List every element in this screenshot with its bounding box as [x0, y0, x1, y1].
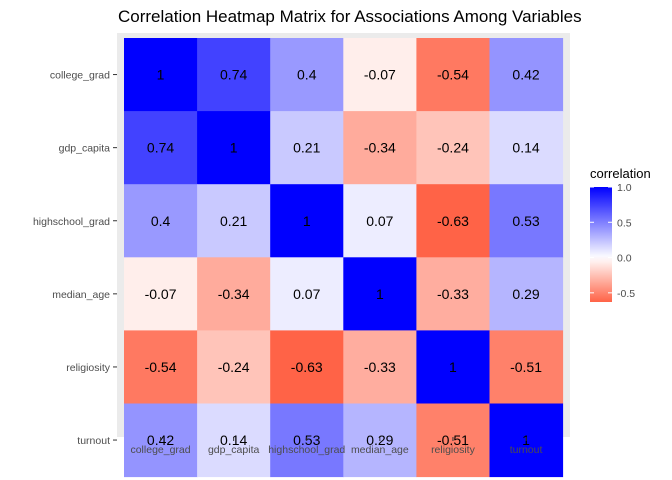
y-tick-label: median_age — [52, 289, 110, 301]
heatmap-cell-highschool_grad-median_age — [343, 184, 417, 258]
cell-value-label: 1 — [449, 359, 457, 375]
cell-value-label: 0.4 — [297, 67, 317, 83]
cell-value-label: 0.21 — [293, 140, 320, 156]
cell-value-label: 0.4 — [151, 213, 171, 229]
y-tick-label: turnout — [77, 435, 110, 447]
x-tick-label: turnout — [510, 444, 543, 456]
cell-value-label: 0.74 — [220, 67, 247, 83]
cell-value-label: -0.34 — [364, 140, 396, 156]
x-tick-label: gdp_capita — [208, 444, 260, 456]
cell-value-label: -0.63 — [291, 359, 323, 375]
x-tick-label: college_grad — [130, 444, 190, 456]
cell-value-label: -0.51 — [510, 359, 542, 375]
heatmap-cell-gdp_capita-median_age — [343, 111, 417, 185]
cell-value-label: 0.21 — [220, 213, 247, 229]
heatmap-cell-gdp_capita-highschool_grad — [270, 111, 344, 185]
legend-title: correlation — [590, 166, 651, 181]
heatmap-cell-highschool_grad-turnout — [489, 184, 564, 258]
cell-value-label: 0.07 — [293, 286, 320, 302]
legend-color-bar — [590, 187, 612, 302]
cell-value-label: 0.42 — [512, 67, 539, 83]
y-tick-label: gdp_capita — [59, 143, 111, 155]
heatmap-cell-religiosity-turnout — [489, 330, 564, 404]
heatmap-cell-labels: 1 0.74 0.4 -0.07 -0.54 0.42 0.74 1 0.21 -0.34 -0.2… — [145, 67, 543, 448]
heatmap-cell-median_age-highschool_grad — [270, 257, 344, 331]
heatmap-cell-religiosity-highschool_grad — [270, 330, 344, 404]
heatmap-cell-college_grad-religiosity — [416, 38, 490, 112]
cell-value-label: 0.29 — [512, 286, 539, 302]
heatmap-cell-highschool_grad-religiosity — [416, 184, 490, 258]
heatmap-cell-religiosity-college_grad — [124, 330, 198, 404]
cell-value-label: 1 — [376, 286, 384, 302]
cell-value-label: 0.14 — [512, 140, 539, 156]
x-axis: college_grad gdp_capita highschool_grad med… — [130, 437, 542, 456]
heatmap-cell-highschool_grad-highschool_grad — [270, 184, 344, 258]
heatmap-cell-college_grad-gdp_capita — [197, 38, 271, 112]
heatmap-cell-median_age-turnout — [489, 257, 564, 331]
y-tick-label: highschool_grad — [33, 216, 110, 228]
legend: correlation 1.0 0.5 0.0 -0.5 — [590, 166, 651, 302]
cell-value-label: 1 — [230, 140, 238, 156]
x-tick-label: religiosity — [431, 444, 476, 456]
cell-value-label: -0.34 — [218, 286, 250, 302]
heatmap-cell-highschool_grad-gdp_capita — [197, 184, 271, 258]
cell-value-label: 0.07 — [366, 213, 393, 229]
heatmap-cell-median_age-gdp_capita — [197, 257, 271, 331]
heatmap-cell-religiosity-median_age — [343, 330, 417, 404]
cell-value-label: -0.07 — [364, 67, 396, 83]
cell-value-label: -0.54 — [437, 67, 469, 83]
cell-value-label: -0.33 — [364, 359, 396, 375]
legend-tick-label: 0.0 — [617, 253, 632, 265]
legend-tick-label: 0.5 — [617, 217, 632, 229]
legend-tick-label: 1.0 — [617, 182, 632, 194]
cell-value-label: 1 — [157, 67, 165, 83]
cell-value-label: -0.63 — [437, 213, 469, 229]
heatmap-cell-religiosity-religiosity — [416, 330, 490, 404]
heatmap-cell-college_grad-median_age — [343, 38, 417, 112]
legend-tick-label: -0.5 — [617, 288, 635, 300]
heatmap-cell-gdp_capita-college_grad — [124, 111, 198, 185]
chart-title: Correlation Heatmap Matrix for Associati… — [118, 7, 582, 26]
heatmap-cell-gdp_capita-turnout — [489, 111, 564, 185]
y-axis: college_grad gdp_capita highschool_gradmed… — [33, 70, 117, 447]
cell-value-label: 0.53 — [512, 213, 539, 229]
heatmap-cell-college_grad-highschool_grad — [270, 38, 344, 112]
heatmap-cell-median_age-religiosity — [416, 257, 490, 331]
heatmap-cell-highschool_grad-college_grad — [124, 184, 198, 258]
heatmap-cell-gdp_capita-religiosity — [416, 111, 490, 185]
x-tick-label: median_age — [351, 444, 409, 456]
x-tick-label: highschool_grad — [268, 444, 345, 456]
heatmap-cell-college_grad-turnout — [489, 38, 564, 112]
heatmap-cell-median_age-college_grad — [124, 257, 198, 331]
cell-value-label: -0.33 — [437, 286, 469, 302]
heatmap-cell-college_grad-college_grad — [124, 38, 198, 112]
y-tick-label: college_grad — [50, 70, 110, 82]
cell-value-label: -0.24 — [218, 359, 250, 375]
cell-value-label: 0.74 — [147, 140, 174, 156]
cell-value-label: -0.07 — [145, 286, 177, 302]
heatmap-cell-median_age-median_age — [343, 257, 417, 331]
cell-value-label: -0.24 — [437, 140, 469, 156]
cell-value-label: -0.54 — [145, 359, 177, 375]
y-tick-label: religiosity — [66, 362, 111, 374]
heatmap-cell-religiosity-gdp_capita — [197, 330, 271, 404]
heatmap-cells — [124, 38, 564, 478]
cell-value-label: 1 — [303, 213, 311, 229]
heatmap-cell-gdp_capita-gdp_capita — [197, 111, 271, 185]
